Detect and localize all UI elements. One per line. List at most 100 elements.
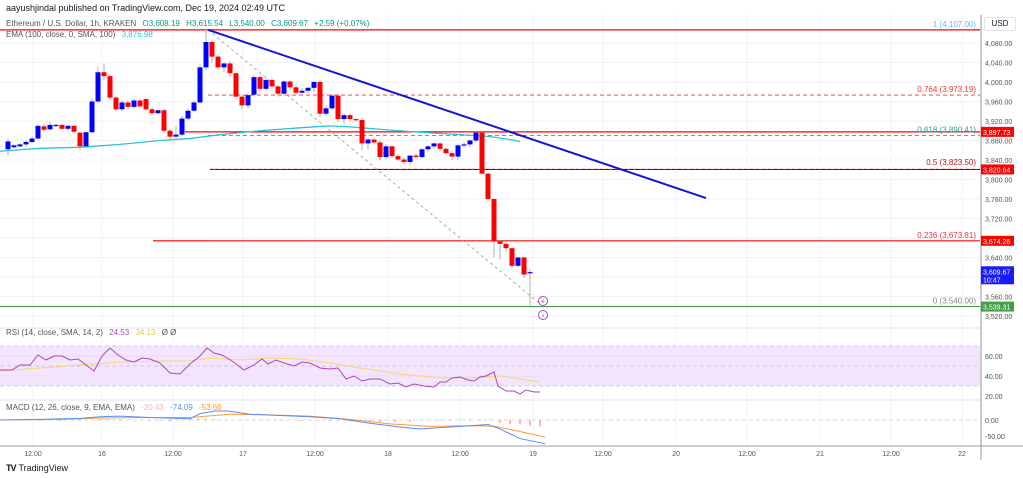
candle-down [59, 124, 65, 129]
rsi-extra: Ø Ø [161, 328, 177, 337]
currency-button[interactable]: USD [984, 17, 1016, 31]
lightning-icon: ⚡ [541, 313, 545, 320]
macd-histogram-bar [539, 420, 541, 427]
macd-histogram-bar [239, 419, 241, 420]
candle-up [65, 125, 71, 129]
candle-down [443, 148, 449, 154]
candle-up [341, 115, 347, 120]
price-axis-tick: 4,040.00 [985, 61, 1012, 68]
price-axis-tick: 3,640.00 [985, 256, 1012, 263]
macd-line [0, 410, 546, 445]
rsi-sma-line [0, 357, 541, 383]
candle-up [89, 101, 95, 133]
symbol-name[interactable]: Ethereum / U.S. Dollar, 1h, KRAKEN [6, 19, 137, 28]
ema-label[interactable]: EMA (100, close, 0, SMA, 100) [6, 30, 116, 39]
tradingview-logo-text: TradingView [18, 463, 69, 473]
candle-down [149, 109, 155, 114]
candle-up [221, 63, 227, 68]
candle-down [521, 257, 527, 275]
candle-down [359, 120, 365, 144]
candle-up [323, 108, 329, 114]
time-axis-tick: 22 [958, 451, 966, 458]
candle-up [311, 82, 317, 88]
candle-down [485, 173, 491, 199]
plus-marker-icon[interactable] [538, 296, 548, 306]
candle-up [11, 145, 17, 148]
time-axis-tick: 19 [529, 451, 537, 458]
macd-histogram-bar [394, 420, 396, 422]
trendline[interactable] [207, 28, 707, 199]
price-axis-tick: 3,920.00 [985, 119, 1012, 126]
candle-down [509, 248, 515, 266]
macd-axis-tick: 0.00 [985, 418, 999, 425]
price-label-badge [981, 126, 1014, 137]
macd-histogram-bar [299, 420, 301, 421]
candle-up [365, 139, 371, 144]
candle-up [419, 149, 425, 158]
macd-histogram-bar [509, 420, 511, 424]
tradingview-logo[interactable]: TV TradingView [6, 463, 68, 473]
candle-up [179, 118, 185, 135]
macd-histogram-bar [499, 420, 501, 423]
candle-up [185, 110, 191, 119]
macd-histogram-bar [159, 420, 161, 421]
candle-down [227, 63, 233, 74]
fib-level-label: 1 (4,107.00) [933, 20, 976, 29]
macd-label[interactable]: MACD (12, 26, close, 9, EMA, EMA) [6, 403, 135, 412]
candle-up [305, 87, 311, 91]
candle-down [161, 110, 167, 131]
macd-histogram-bar [409, 420, 411, 422]
candle-up [17, 144, 23, 147]
time-axis-tick: 12:00 [882, 451, 900, 458]
macd-signal-value: -53.66 [199, 403, 222, 412]
candle-down [377, 142, 383, 158]
candle-down [113, 97, 119, 110]
time-axis-tick: 20 [672, 451, 680, 458]
macd-signal-line [0, 413, 546, 438]
candle-up [35, 125, 41, 139]
candle-up [53, 124, 59, 127]
symbol-legend: Ethereum / U.S. Dollar, 1h, KRAKEN O3,60… [6, 19, 373, 28]
rsi-label[interactable]: RSI (14, close, SMA, 14, 2) [6, 328, 103, 337]
candle-up [29, 138, 35, 142]
candle-down [101, 72, 107, 77]
candle-down [413, 155, 419, 158]
price-label-badge [981, 164, 1014, 175]
candle-down [395, 156, 401, 160]
candle-up [251, 77, 257, 95]
macd-histogram-bar [439, 419, 441, 420]
chart-frame[interactable]: 1 (4,107.00) 0.764 (3,973.19) 0.618 (3,890… [0, 15, 1023, 460]
price-axis-tick: 3,840.00 [985, 158, 1012, 165]
macd-histogram-bar [459, 418, 461, 420]
macd-value: -74.09 [170, 403, 193, 412]
macd-histogram-bar [213, 418, 215, 420]
time-axis-tick: 18 [384, 451, 392, 458]
macd-histogram-bar [205, 418, 207, 420]
macd-histogram-bar [149, 420, 151, 421]
time-axis-tick: 12:00 [24, 451, 42, 458]
rsi-legend: RSI (14, close, SMA, 14, 2) 24.53 34.13 … [6, 328, 180, 337]
price-label-text: 3,820.64 [983, 167, 1010, 174]
lightning-marker-icon[interactable] [538, 310, 548, 320]
candle-up [473, 132, 479, 141]
candle-down [335, 95, 341, 120]
macd-histogram-bar [529, 420, 531, 426]
macd-histogram-bar [129, 419, 131, 420]
time-axis-tick: 12:00 [451, 451, 469, 458]
candle-up [431, 143, 437, 147]
candle-down [125, 102, 131, 107]
candle-down [437, 143, 443, 149]
candle-down [389, 146, 395, 157]
macd-histogram-bar [449, 419, 451, 420]
price-label-text: 3,539.31 [983, 305, 1010, 312]
candle-down [71, 125, 77, 132]
candle-down [257, 77, 263, 89]
candle-down [449, 153, 455, 157]
ohlc-high: H3,615.54 [186, 19, 224, 28]
chart-canvas[interactable]: 1 (4,107.00) 0.764 (3,973.19) 0.618 (3,890… [0, 15, 1023, 460]
candle-down [401, 159, 407, 162]
candle-up [47, 124, 53, 130]
price-axis[interactable] [981, 15, 1023, 446]
candle-down [143, 99, 149, 110]
macd-histogram-bar [479, 418, 481, 420]
